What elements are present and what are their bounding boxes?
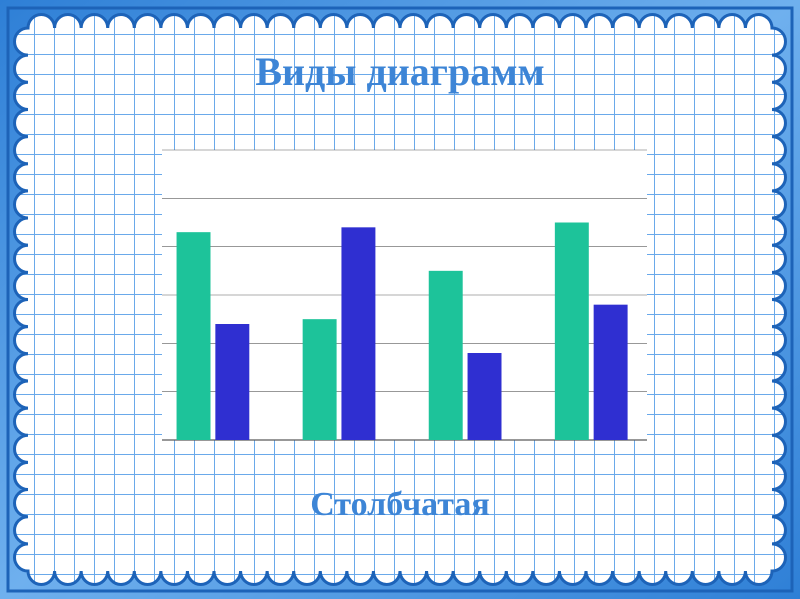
bar [594,305,628,440]
bar [215,324,249,440]
stage: Виды диаграмм Столбчатая [0,0,800,599]
bar [429,271,463,440]
bar [468,353,502,440]
bar [303,319,337,440]
bar [177,232,211,440]
bar-chart [0,0,800,599]
bar [555,223,589,441]
bar [341,227,375,440]
